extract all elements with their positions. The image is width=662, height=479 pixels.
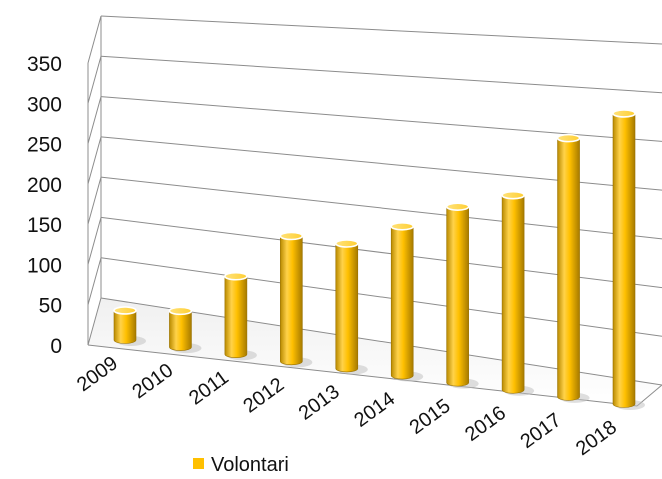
bar-top [168, 306, 193, 316]
bar-2013 [334, 239, 368, 375]
bar-2017 [556, 133, 590, 403]
y-tick-label: 0 [50, 335, 62, 358]
y-tick-label: 200 [27, 174, 62, 197]
bar-top [612, 109, 636, 118]
bar-2016 [501, 190, 535, 396]
gridline-side [87, 257, 102, 305]
bar-2010 [168, 306, 202, 354]
gridline-side [87, 177, 102, 225]
gridline [100, 15, 662, 45]
gridline-side [87, 56, 102, 104]
x-tick-label: 2010 [128, 359, 177, 403]
bar-2011 [224, 271, 257, 361]
bar-body [113, 310, 137, 344]
legend-label-volontari: Volontari [211, 454, 289, 476]
gridline-side [87, 297, 102, 346]
bar-top [334, 239, 359, 248]
floor-front-edge [87, 344, 638, 407]
gridline-side [87, 96, 102, 144]
bar-body [280, 235, 303, 366]
bar-top [556, 133, 581, 143]
gridline [100, 96, 662, 142]
bar-2012 [279, 231, 313, 368]
bar-top [113, 306, 137, 315]
bar-body [335, 243, 359, 373]
bar-top [224, 271, 248, 281]
bar-2018 [612, 109, 645, 410]
y-tick-label: 50 [39, 295, 62, 318]
bar-top [279, 231, 304, 241]
y-tick-label: 100 [27, 254, 62, 277]
x-tick-label: 2012 [239, 374, 288, 418]
x-tick-label: 2009 [73, 352, 122, 396]
x-tick-label: 2013 [295, 381, 344, 425]
bar-body [390, 226, 414, 380]
bar-body [224, 275, 248, 358]
gridline-side [87, 136, 102, 184]
bar-2009 [113, 306, 146, 346]
bar-body [557, 137, 580, 401]
x-tick-label: 2017 [517, 409, 566, 453]
bar-body [446, 206, 469, 387]
gridline-side [87, 15, 102, 64]
bar-top [390, 222, 415, 231]
x-tick-label: 2015 [406, 395, 455, 439]
bars [113, 109, 645, 410]
gridline-side [87, 217, 102, 265]
legend-swatch-volontari [193, 458, 204, 469]
bar-2015 [445, 202, 479, 389]
y-tick-label: 250 [27, 134, 62, 157]
x-tick-label: 2016 [461, 402, 510, 446]
y-tick-label: 350 [27, 53, 62, 76]
y-tick-label: 150 [27, 214, 62, 237]
bar-body [612, 113, 636, 408]
legend: Volontari [193, 454, 289, 476]
y-tick-label: 300 [27, 93, 62, 116]
x-tick-label: 2014 [350, 388, 399, 432]
bar-top [501, 190, 525, 200]
bar-body [501, 194, 525, 394]
bar-2014 [390, 222, 424, 382]
x-tick-label: 2011 [185, 366, 233, 409]
y-axis-ticks: 0 50 100 150 200 250 300 350 [27, 53, 62, 358]
bar-top [445, 202, 470, 211]
x-tick-label: 2018 [572, 416, 621, 460]
bar-body [169, 310, 192, 351]
gridline [100, 55, 662, 94]
